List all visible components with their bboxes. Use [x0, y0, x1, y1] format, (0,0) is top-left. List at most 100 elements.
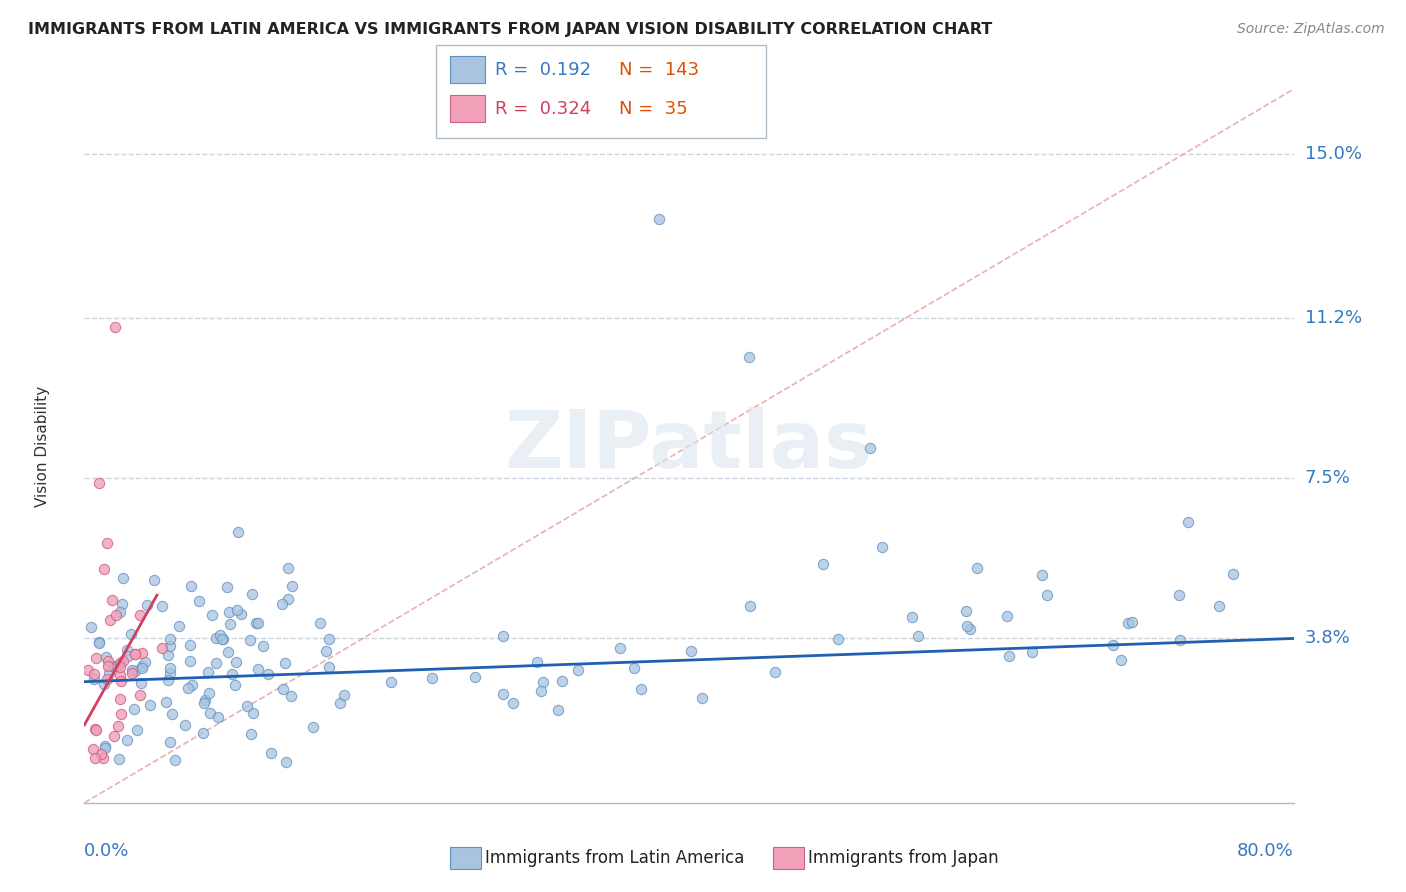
Point: [240, 727, 263, 741]
Point: [127, 723, 149, 737]
Point: [193, 726, 215, 740]
Text: 15.0%: 15.0%: [1305, 145, 1361, 163]
Point: [159, 639, 181, 653]
Point: [738, 351, 761, 365]
Point: [198, 685, 221, 699]
Point: [280, 689, 302, 703]
Point: [420, 671, 443, 685]
Text: IMMIGRANTS FROM LATIN AMERICA VS IMMIGRANTS FROM JAPAN VISION DISABILITY CORRELA: IMMIGRANTS FROM LATIN AMERICA VS IMMIGRA…: [28, 22, 993, 37]
Point: [738, 599, 761, 613]
Point: [1118, 616, 1140, 631]
Point: [318, 632, 340, 646]
Point: [329, 696, 352, 710]
Point: [93, 562, 115, 576]
Point: [143, 574, 166, 588]
Point: [117, 642, 139, 657]
Point: [90, 747, 112, 761]
Point: [630, 682, 652, 697]
Point: [117, 649, 139, 664]
Point: [110, 605, 132, 619]
Point: [112, 571, 135, 585]
Point: [209, 628, 232, 642]
Point: [679, 644, 702, 658]
Point: [246, 615, 269, 630]
Point: [252, 640, 274, 654]
Point: [193, 693, 215, 707]
Point: [124, 647, 146, 661]
Point: [129, 675, 152, 690]
Point: [205, 656, 228, 670]
Point: [169, 619, 191, 633]
Point: [159, 661, 181, 675]
Point: [225, 656, 247, 670]
Point: [690, 690, 713, 705]
Point: [623, 661, 645, 675]
Text: Immigrants from Latin America: Immigrants from Latin America: [485, 849, 744, 867]
Point: [108, 691, 131, 706]
Point: [1168, 632, 1191, 647]
Point: [281, 579, 304, 593]
Point: [136, 598, 159, 612]
Point: [530, 684, 553, 698]
Point: [160, 707, 183, 722]
Point: [80, 620, 103, 634]
Point: [86, 723, 108, 737]
Point: [150, 599, 173, 614]
Point: [966, 561, 988, 575]
Point: [1121, 615, 1143, 629]
Point: [120, 626, 142, 640]
Point: [380, 675, 402, 690]
Point: [84, 651, 107, 665]
Point: [245, 615, 267, 630]
Point: [907, 629, 929, 643]
Point: [97, 659, 120, 673]
Point: [159, 735, 181, 749]
Point: [277, 591, 299, 606]
Text: R =  0.192: R = 0.192: [495, 61, 591, 78]
Text: Source: ZipAtlas.com: Source: ZipAtlas.com: [1237, 22, 1385, 37]
Text: Immigrants from Japan: Immigrants from Japan: [808, 849, 1000, 867]
Point: [995, 609, 1018, 624]
Point: [110, 667, 132, 681]
Text: 80.0%: 80.0%: [1237, 842, 1294, 860]
Point: [211, 632, 233, 647]
Point: [83, 751, 105, 765]
Point: [221, 667, 243, 681]
Point: [115, 732, 138, 747]
Point: [104, 320, 127, 334]
Text: Vision Disability: Vision Disability: [35, 385, 49, 507]
Point: [179, 654, 201, 668]
Point: [197, 665, 219, 679]
Point: [82, 741, 104, 756]
Point: [110, 673, 132, 688]
Point: [83, 667, 105, 681]
Point: [100, 592, 122, 607]
Text: 0.0%: 0.0%: [84, 842, 129, 860]
Point: [180, 579, 202, 593]
Text: N =  143: N = 143: [619, 61, 699, 78]
Point: [96, 650, 118, 665]
Point: [121, 663, 143, 677]
Point: [491, 687, 513, 701]
Point: [246, 662, 269, 676]
Point: [277, 561, 299, 575]
Point: [212, 632, 235, 646]
Point: [315, 644, 337, 658]
Point: [180, 678, 202, 692]
Point: [502, 696, 524, 710]
Point: [198, 706, 221, 720]
Point: [225, 603, 247, 617]
Point: [955, 604, 977, 618]
Point: [108, 660, 131, 674]
Point: [131, 661, 153, 675]
Point: [257, 667, 280, 681]
Point: [242, 706, 264, 720]
Point: [1101, 638, 1123, 652]
Point: [156, 648, 179, 663]
Point: [131, 658, 153, 673]
Point: [105, 659, 128, 673]
Point: [156, 673, 179, 687]
Point: [813, 557, 835, 571]
Point: [273, 681, 295, 696]
Point: [274, 756, 297, 770]
